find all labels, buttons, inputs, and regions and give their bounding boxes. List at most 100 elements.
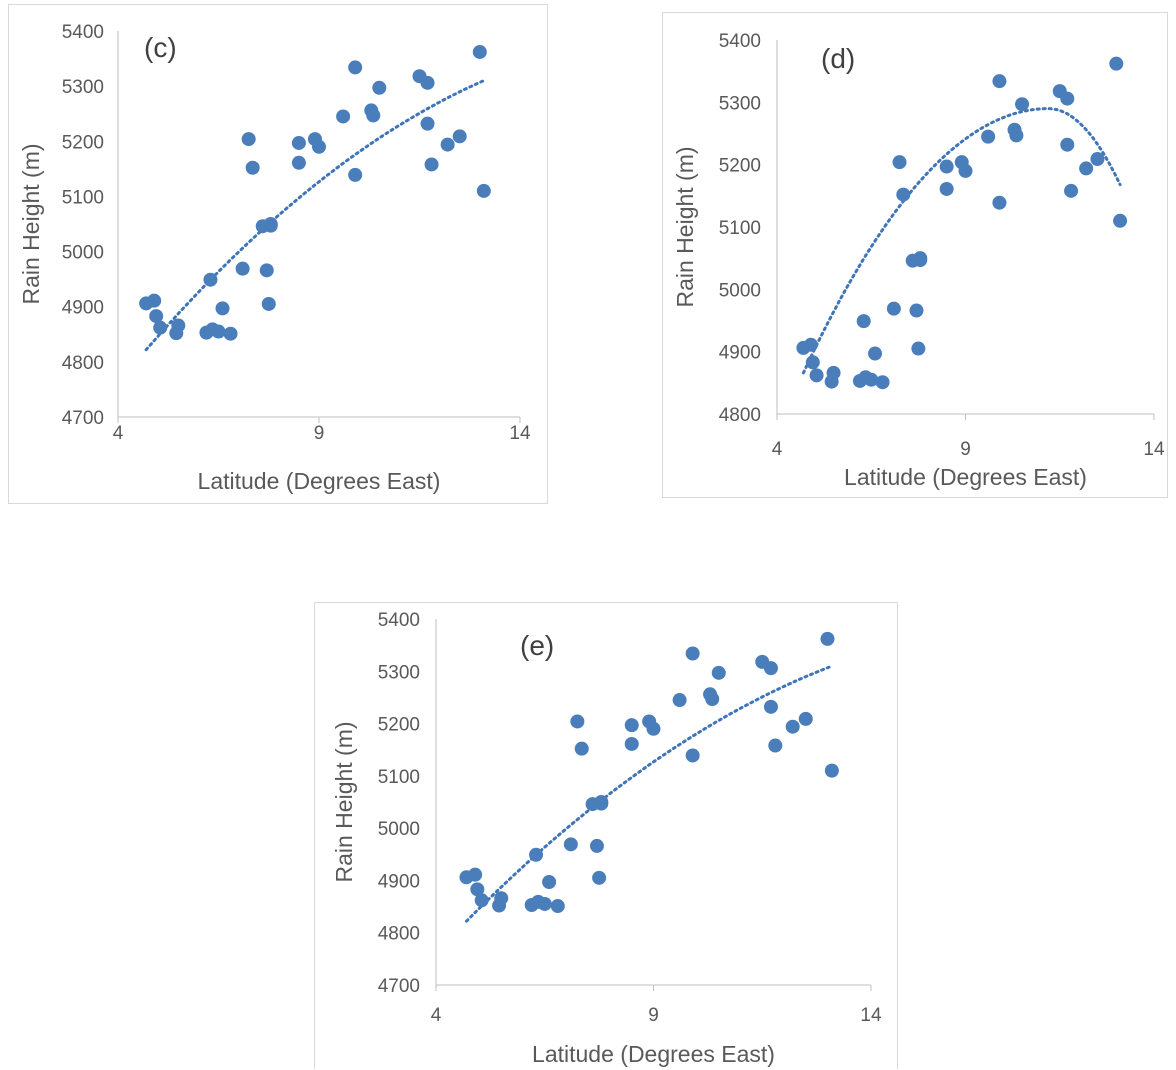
data-point (550, 899, 565, 914)
data-point (992, 195, 1007, 210)
data-point (291, 155, 306, 170)
data-point (911, 341, 926, 356)
data-point (868, 346, 883, 361)
y-tick-label: 5200 (62, 132, 104, 153)
y-axis-title: Rain Height (m) (331, 721, 357, 882)
data-point (440, 137, 455, 152)
data-point (705, 691, 720, 706)
data-point (958, 163, 973, 178)
data-point (785, 719, 800, 734)
data-point (215, 301, 230, 316)
y-axis-title: Rain Height (m) (672, 146, 698, 307)
data-point (235, 261, 250, 276)
x-axis-title: Latitude (Degrees East) (198, 468, 441, 494)
data-point (939, 159, 954, 174)
x-tick-label: 9 (960, 439, 971, 460)
data-point (1090, 152, 1105, 167)
panel-label: (d) (821, 43, 855, 74)
y-tick-label: 5200 (719, 156, 761, 177)
data-point (171, 318, 186, 333)
data-point (348, 60, 363, 75)
data-point (420, 116, 435, 131)
trendline (465, 664, 834, 923)
data-point (592, 870, 607, 885)
data-point (468, 867, 483, 882)
data-point (711, 665, 726, 680)
data-point (336, 109, 351, 124)
x-tick-label: 4 (113, 423, 124, 444)
chart-panel-d: 4 9 14 4800 4900 5000 5100 5200 5300 5400 Latitude… (662, 12, 1168, 498)
data-point (1060, 91, 1075, 106)
x-tick-label: 14 (860, 1005, 882, 1026)
y-tick-label: 5400 (719, 31, 761, 52)
data-point (203, 272, 218, 287)
y-tick-label: 4900 (719, 343, 761, 364)
data-point (824, 763, 839, 778)
data-point (981, 129, 996, 144)
data-point (624, 736, 639, 751)
data-point (798, 711, 813, 726)
y-axis-title: Rain Height (m) (18, 143, 44, 304)
data-point (245, 160, 260, 175)
data-point (624, 718, 639, 733)
data-point (470, 882, 485, 897)
data-point (366, 108, 381, 123)
data-point (809, 368, 824, 383)
data-point (1060, 137, 1075, 152)
y-tick-label: 4700 (62, 408, 104, 429)
data-point (529, 847, 544, 862)
data-point (646, 721, 661, 736)
data-point (805, 355, 820, 370)
data-point (263, 218, 278, 233)
data-point (574, 741, 589, 756)
data-point (542, 874, 557, 889)
data-point (856, 314, 871, 329)
y-tick-label: 4900 (378, 871, 420, 892)
x-tick-label: 9 (314, 423, 325, 444)
y-tick-label: 5200 (378, 715, 420, 736)
data-point (1079, 161, 1094, 176)
data-point (476, 183, 491, 198)
data-point (672, 693, 687, 708)
data-point (826, 365, 841, 380)
y-tick-label: 5000 (62, 243, 104, 264)
data-point (372, 80, 387, 95)
y-tick-label: 4900 (62, 298, 104, 319)
data-point (149, 309, 164, 324)
data-point (261, 296, 276, 311)
data-point (820, 631, 835, 646)
data-point (147, 293, 162, 308)
panel-label: (e) (520, 630, 554, 661)
data-point (685, 646, 700, 661)
data-point (420, 75, 435, 90)
y-tick-label: 5400 (378, 610, 420, 631)
x-tick-label: 4 (772, 439, 783, 460)
data-point (909, 303, 924, 318)
data-point (570, 714, 585, 729)
data-point (589, 838, 604, 853)
x-tick-label: 14 (1143, 439, 1165, 460)
data-point (474, 893, 489, 908)
data-point (1109, 56, 1124, 71)
y-tick-label: 5000 (719, 280, 761, 301)
data-point (1113, 213, 1128, 228)
y-tick-label: 4800 (719, 405, 761, 426)
data-point (153, 320, 168, 335)
data-point (685, 748, 700, 763)
panel-label: (c) (144, 32, 177, 63)
data-point (939, 181, 954, 196)
data-point (768, 738, 783, 753)
y-tick-label: 5100 (378, 767, 420, 788)
data-point (211, 324, 226, 339)
data-point (1015, 97, 1030, 112)
data-point (864, 372, 879, 387)
x-axis-title: Latitude (Degrees East) (844, 464, 1087, 490)
data-point (259, 263, 274, 278)
y-tick-label: 4800 (378, 924, 420, 945)
data-point (563, 837, 578, 852)
data-point (913, 253, 928, 268)
x-axis-title: Latitude (Degrees East) (532, 1041, 775, 1067)
data-point (472, 44, 487, 59)
data-point (291, 135, 306, 150)
data-point (896, 187, 911, 202)
